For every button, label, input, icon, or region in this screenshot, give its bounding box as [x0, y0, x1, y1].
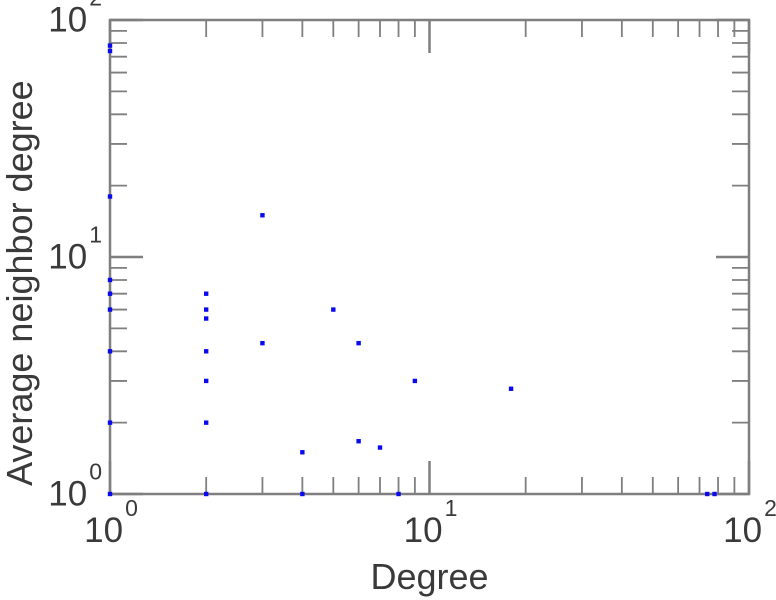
data-point: [203, 349, 209, 354]
data-point: [712, 491, 717, 497]
data-point: [396, 491, 401, 497]
data-point: [300, 450, 305, 455]
tick-label-base: 10: [48, 474, 88, 514]
data-point: [203, 491, 209, 497]
data-point: [107, 307, 113, 312]
tick-label-exponent: 0: [89, 458, 102, 485]
data-point: [203, 316, 209, 321]
tick-label-base: 10: [48, 0, 88, 40]
data-point: [107, 420, 113, 425]
x-tick-label: 100: [84, 497, 138, 550]
data-point: [107, 43, 113, 48]
y-tick-label: 100: [48, 460, 102, 514]
tick-label-exponent: 0: [125, 495, 138, 522]
data-point: [260, 213, 265, 218]
data-point: [107, 349, 113, 354]
data-point: [203, 291, 209, 296]
tick-label-base: 10: [723, 511, 763, 550]
data-point: [412, 378, 418, 384]
tick-label-exponent: 2: [764, 495, 776, 522]
x-axis-title: Degree: [370, 556, 489, 597]
y-tick-label: 102: [48, 0, 102, 40]
data-point: [300, 491, 305, 497]
data-point: [107, 277, 113, 283]
data-point: [107, 291, 113, 296]
data-point: [260, 340, 265, 346]
y-tick-label: 101: [48, 223, 102, 277]
data-point: [356, 340, 361, 346]
x-tick-label: 102: [723, 497, 776, 550]
data-point: [107, 48, 113, 54]
data-point: [508, 386, 514, 391]
data-point: [203, 420, 209, 425]
tick-label-base: 10: [403, 511, 443, 550]
data-point: [203, 307, 209, 312]
tick-label-base: 10: [48, 237, 88, 277]
data-point: [331, 307, 336, 312]
data-point: [107, 194, 113, 199]
tick-label-exponent: 1: [444, 495, 458, 522]
data-point: [377, 445, 383, 450]
data-point: [356, 439, 361, 444]
tick-label-exponent: 1: [89, 221, 102, 248]
x-tick-label: 101: [403, 497, 458, 550]
data-point: [203, 378, 209, 384]
y-axis-title: Average neighbor degree: [0, 80, 40, 486]
data-point: [107, 491, 113, 497]
tick-label-exponent: 2: [89, 0, 102, 11]
tick-label-base: 10: [84, 511, 124, 550]
data-point: [705, 491, 710, 497]
